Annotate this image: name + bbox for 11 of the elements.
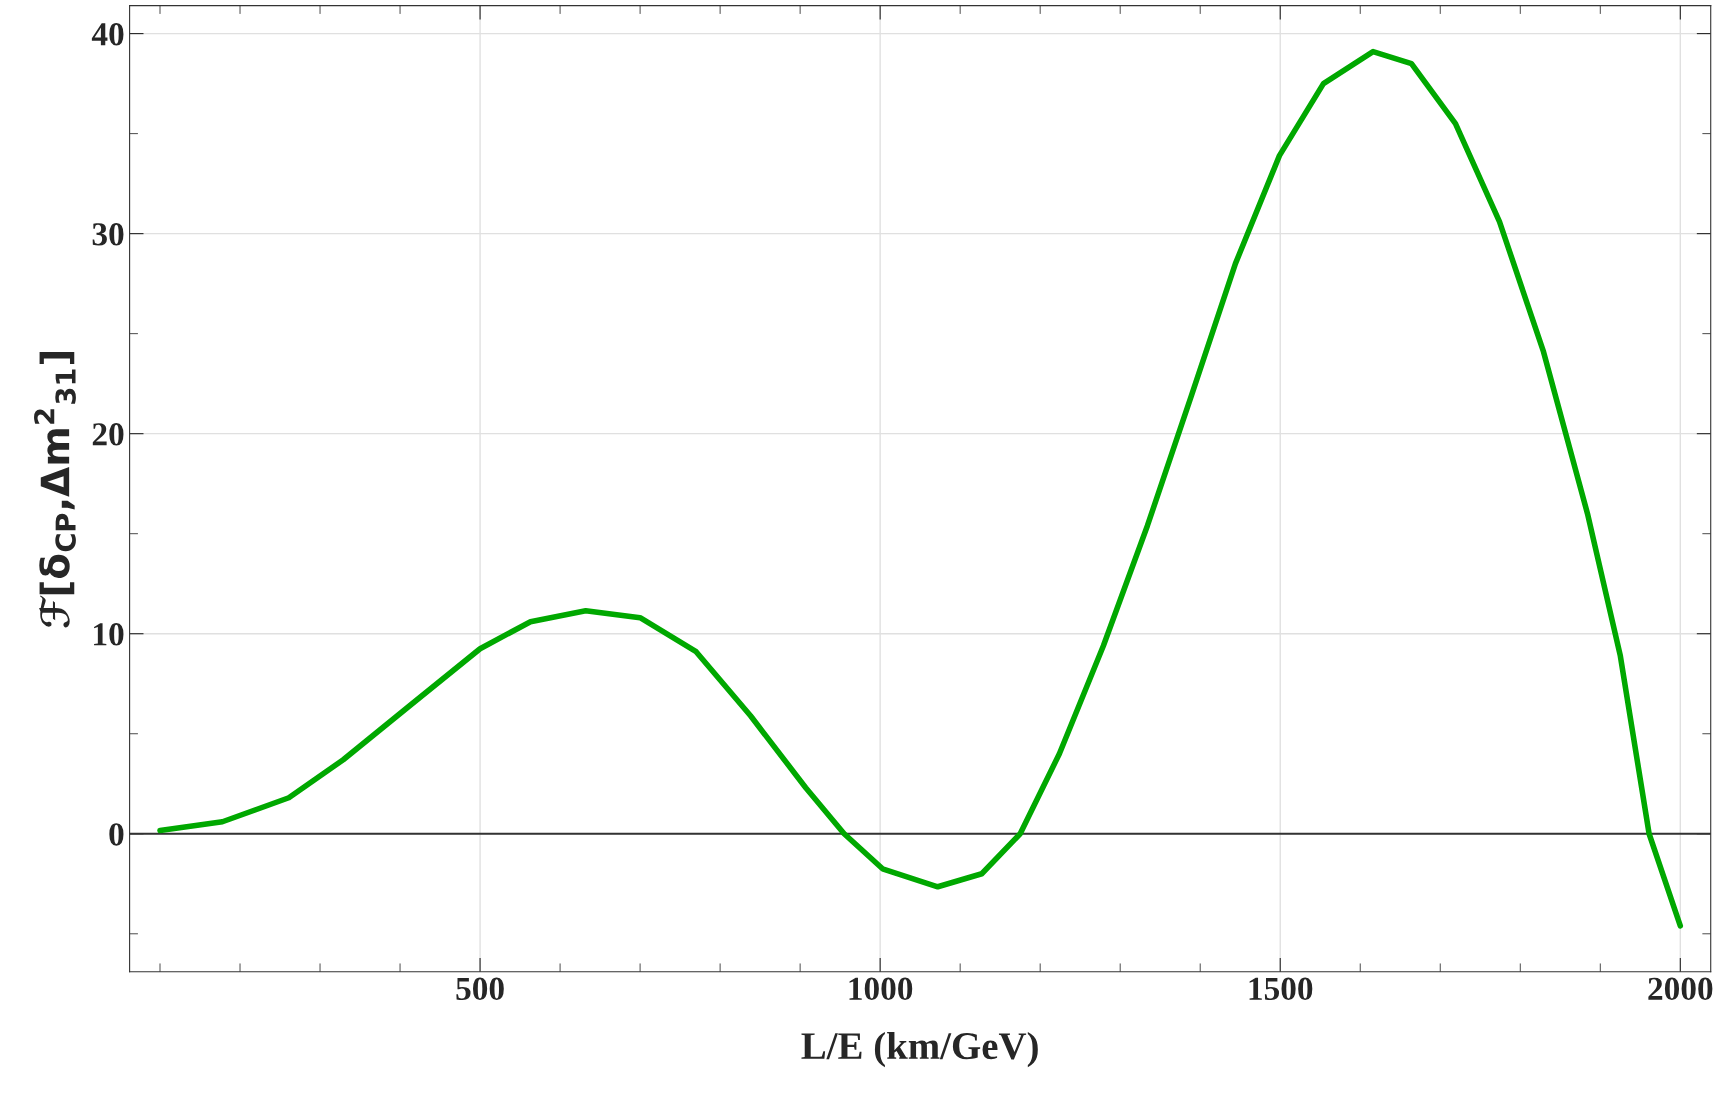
y-tick-label: 20 xyxy=(92,423,124,446)
y-axis-title: ℱ[δ$_{CP}$,Δm$^{2}$$_{31}$] xyxy=(34,352,76,628)
x-tick-label: 2000 xyxy=(1648,977,1713,1001)
y-tick-label: 10 xyxy=(94,623,124,646)
y-tick-label: 0 xyxy=(109,823,124,846)
y-tick-label: 30 xyxy=(92,223,124,246)
x-tick-label: 500 xyxy=(456,977,504,1001)
x-tick-label: 1000 xyxy=(849,977,913,1001)
y-tick-label: 40 xyxy=(91,22,124,46)
x-axis-title: L/E (km/GeV) xyxy=(801,1031,1038,1068)
x-tick-label: 1500 xyxy=(1249,977,1313,1001)
